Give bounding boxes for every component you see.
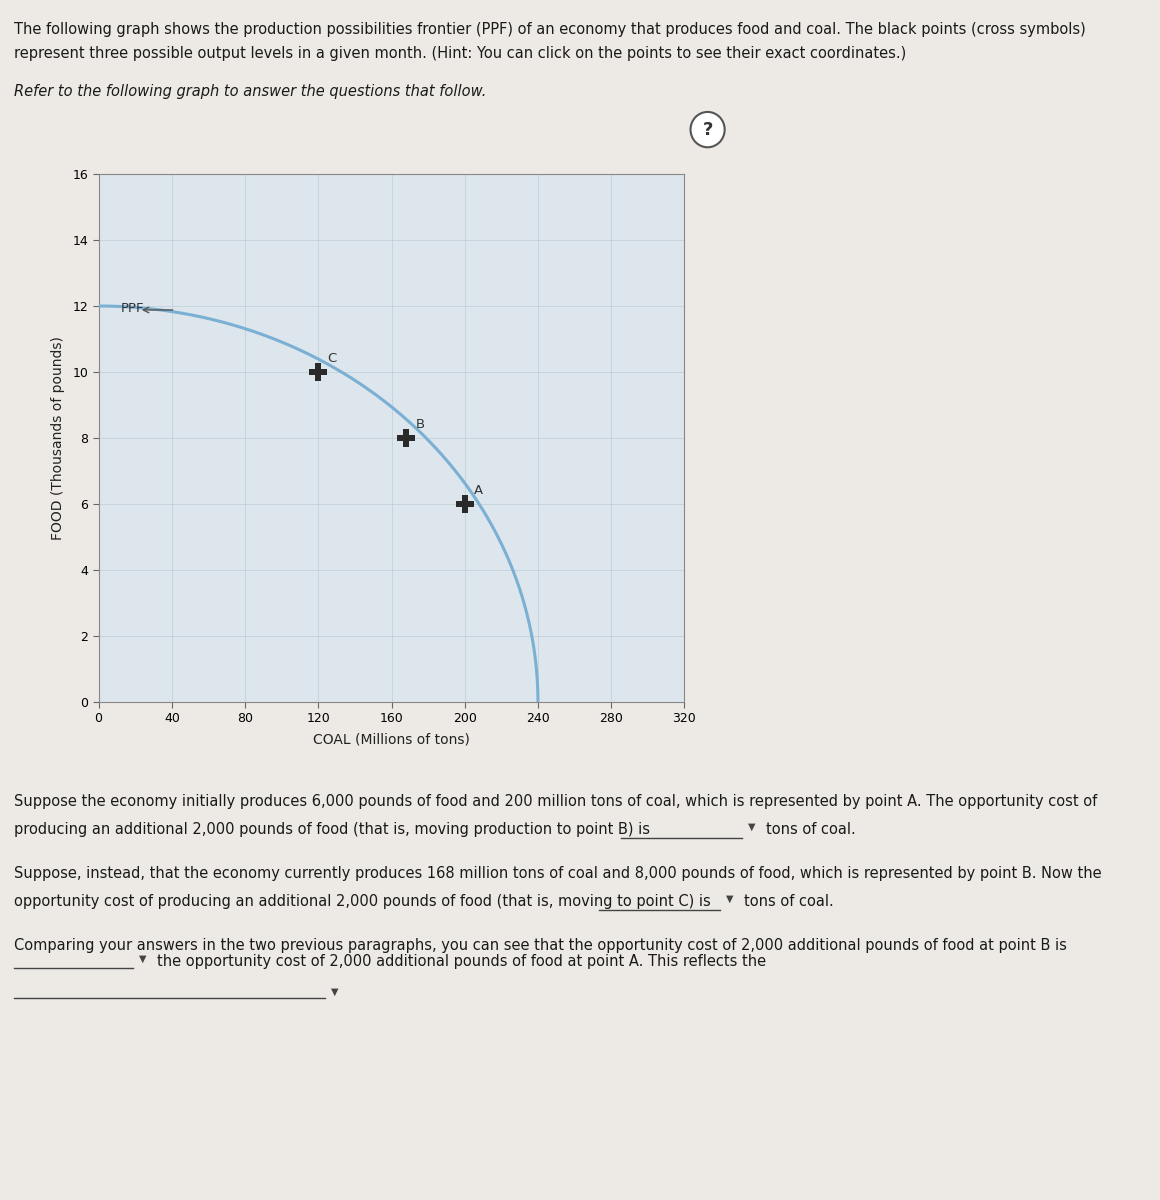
Text: The following graph shows the production possibilities frontier (PPF) of an econ: The following graph shows the production… bbox=[14, 22, 1086, 36]
Text: the opportunity cost of 2,000 additional pounds of food at point A. This reflect: the opportunity cost of 2,000 additional… bbox=[157, 954, 766, 970]
Text: C: C bbox=[327, 353, 336, 365]
Text: tons of coal.: tons of coal. bbox=[744, 894, 833, 910]
Y-axis label: FOOD (Thousands of pounds): FOOD (Thousands of pounds) bbox=[51, 336, 65, 540]
Text: ▼: ▼ bbox=[331, 986, 338, 996]
Text: represent three possible output levels in a given month. (Hint: You can click on: represent three possible output levels i… bbox=[14, 46, 906, 61]
Text: opportunity cost of producing an additional 2,000 pounds of food (that is, movin: opportunity cost of producing an additio… bbox=[14, 894, 711, 910]
Text: B: B bbox=[415, 419, 425, 432]
Text: PPF: PPF bbox=[121, 302, 144, 316]
Text: producing an additional 2,000 pounds of food (that is, moving production to poin: producing an additional 2,000 pounds of … bbox=[14, 822, 650, 838]
Text: A: A bbox=[474, 485, 483, 497]
Text: Comparing your answers in the two previous paragraphs, you can see that the oppo: Comparing your answers in the two previo… bbox=[14, 938, 1067, 953]
Text: Suppose, instead, that the economy currently produces 168 million tons of coal a: Suppose, instead, that the economy curre… bbox=[14, 866, 1102, 881]
Text: ▼: ▼ bbox=[139, 954, 146, 964]
Text: tons of coal.: tons of coal. bbox=[766, 822, 855, 838]
Text: ▼: ▼ bbox=[726, 894, 733, 904]
Text: Refer to the following graph to answer the questions that follow.: Refer to the following graph to answer t… bbox=[14, 84, 486, 98]
X-axis label: COAL (Millions of tons): COAL (Millions of tons) bbox=[313, 732, 470, 746]
Circle shape bbox=[690, 112, 725, 148]
Text: ▼: ▼ bbox=[748, 822, 755, 832]
Text: Suppose the economy initially produces 6,000 pounds of food and 200 million tons: Suppose the economy initially produces 6… bbox=[14, 794, 1097, 809]
Text: ?: ? bbox=[703, 120, 712, 138]
